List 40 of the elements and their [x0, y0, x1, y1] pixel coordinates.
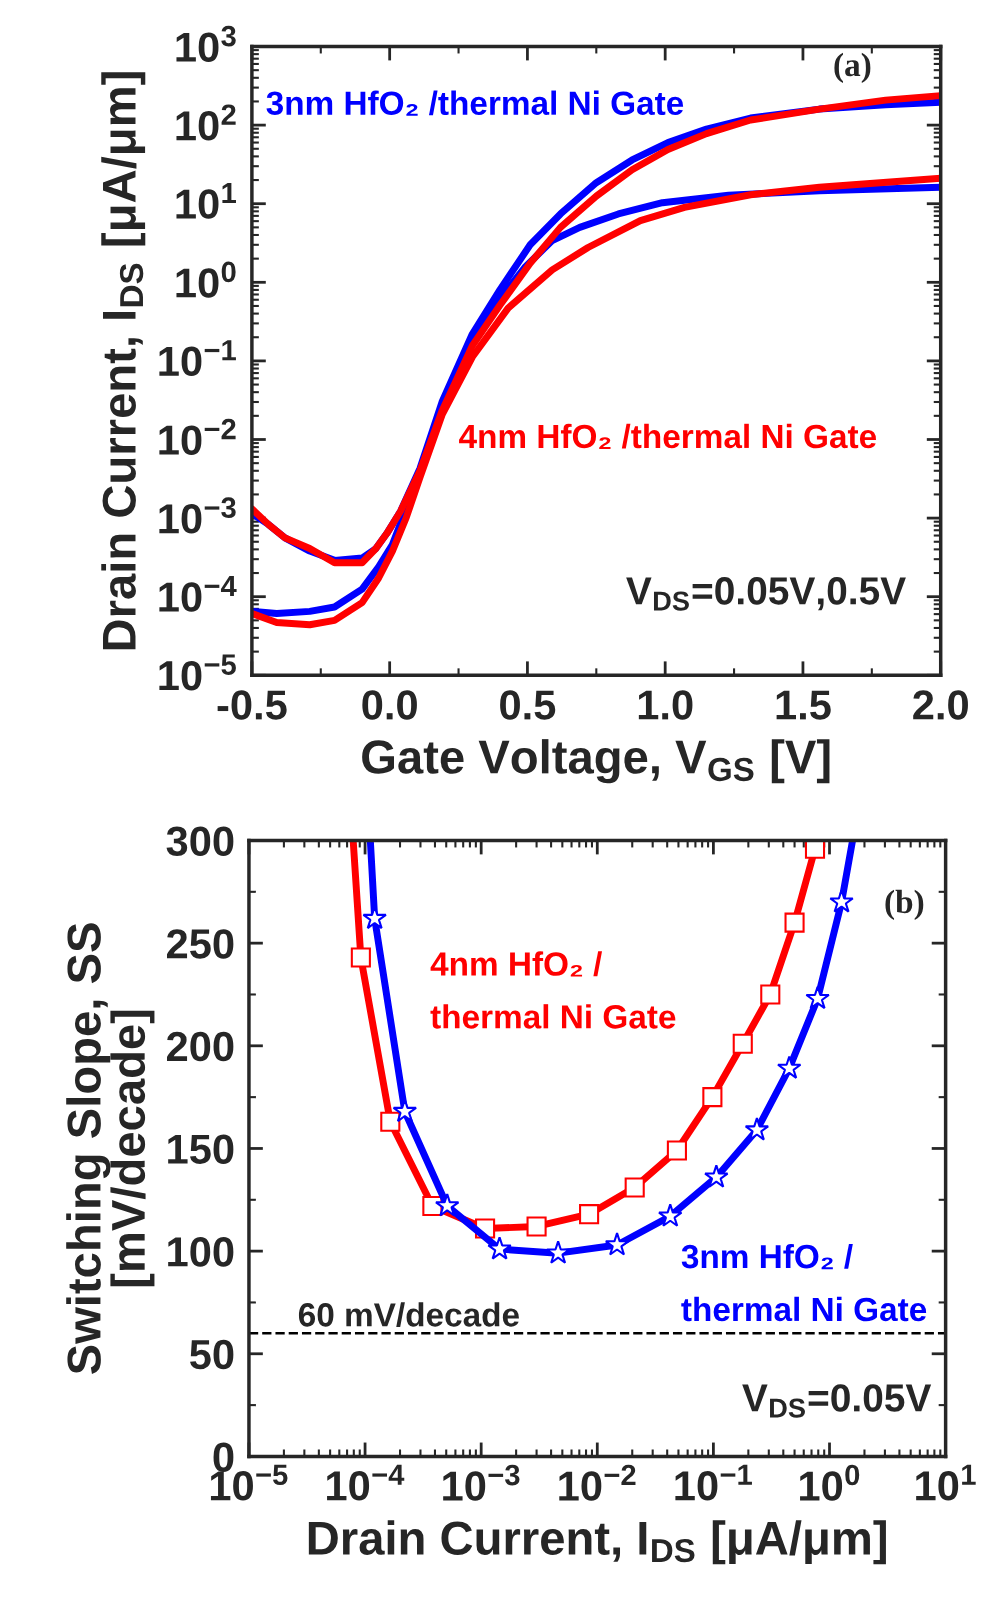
x-tick-label: 10$^{−3}$ — [443, 1464, 520, 1501]
y-tick-label: 50 — [190, 1339, 234, 1370]
y-tick-label: 10$^{−4}$ — [159, 575, 237, 612]
x-tick-label: 10$^{−1}$ — [675, 1464, 752, 1501]
x-tick-label: 10$^{1}$ — [916, 1464, 976, 1501]
series-label: 4nm HfO₂ /thermal Ni Gate — [459, 423, 877, 449]
y-tick-label: 10$^{0}$ — [176, 261, 236, 298]
y-tick-label: 150 — [168, 1134, 234, 1164]
y-tick-label: 10$^{1}$ — [176, 182, 236, 219]
x-tick-label: 10$^{−2}$ — [559, 1464, 636, 1501]
series-label: 4nm HfO₂ / thermal Ni Gate — [430, 951, 676, 1029]
annotation: V$_{DS}$=0.05V — [742, 1384, 932, 1418]
y-axis-title: Switching Slope, SS [mV/decade] — [66, 923, 155, 1375]
x-tick-label: -0.5 — [217, 690, 287, 720]
annotation: (a) — [834, 52, 871, 84]
x-tick-label: 10$^{0}$ — [800, 1464, 860, 1501]
ref-line-label: 60 mV/decade — [298, 1302, 519, 1327]
x-tick-label: 2.0 — [913, 690, 968, 720]
y-tick-label: 250 — [167, 929, 234, 959]
annotation: (b) — [885, 889, 924, 920]
x-axis-title: Drain Current, I$_{DS}$ [μA/μm] — [308, 1520, 886, 1565]
x-tick-label: 1.0 — [638, 690, 693, 720]
annotation: V$_{DS}$=0.05V,0.5V — [626, 577, 906, 611]
x-tick-label: 0.0 — [362, 690, 417, 720]
y-tick-label: 10$^{2}$ — [176, 104, 236, 141]
x-tick-label: 0.5 — [500, 690, 556, 720]
y-tick-label: 100 — [168, 1237, 234, 1267]
x-axis-title: Gate Voltage, V$_{GS}$ [V] — [362, 739, 830, 784]
y-axis-title: Drain Current, I$_{DS}$ [μA/μm] — [101, 72, 146, 650]
y-tick-label: 10$^{−2}$ — [159, 418, 236, 455]
y-tick-label: 10$^{−3}$ — [159, 497, 236, 534]
x-tick-label: 1.5 — [776, 690, 831, 720]
y-tick-label: 10$^{−1}$ — [159, 340, 236, 377]
y-tick-label: 300 — [166, 826, 234, 857]
y-tick-label: 10$^{3}$ — [176, 25, 236, 62]
y-tick-label: 10$^{−5}$ — [159, 654, 236, 691]
series-label: 3nm HfO₂ /thermal Ni Gate — [266, 90, 684, 116]
series-label: 3nm HfO₂ / thermal Ni Gate — [681, 1243, 927, 1322]
y-tick-label: 200 — [167, 1031, 234, 1062]
x-tick-label: 10$^{−4}$ — [327, 1464, 405, 1501]
